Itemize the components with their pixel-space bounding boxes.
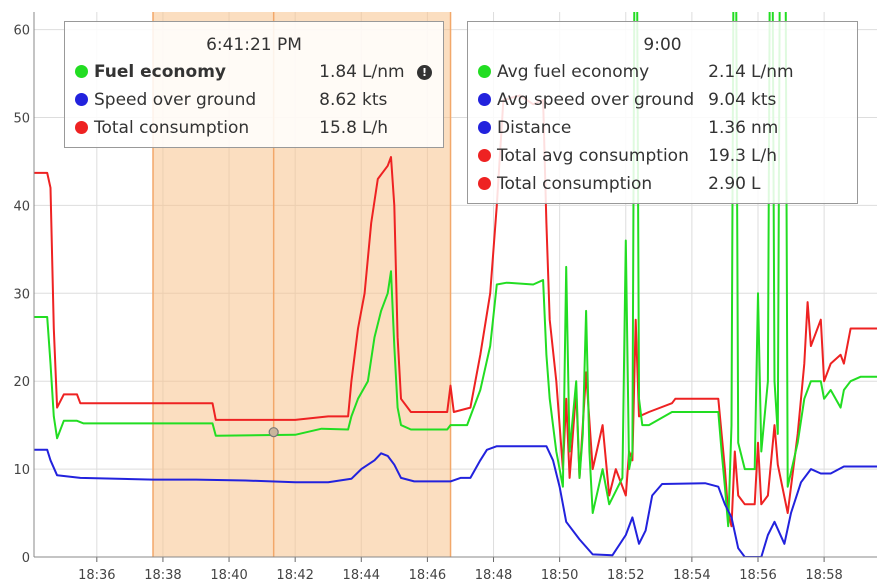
tooltip-left-unit: kts bbox=[362, 90, 388, 110]
tooltip-right-unit: L/h bbox=[751, 146, 777, 166]
tooltip-left-value: 1.84 bbox=[319, 62, 357, 82]
x-tick-label: 18:38 bbox=[144, 568, 181, 583]
tooltip-right-label: Avg fuel economy bbox=[497, 62, 650, 82]
tooltip-right-row: Avg fuel economy 2.14 L/nm bbox=[478, 58, 838, 86]
x-tick-label: 18:58 bbox=[805, 568, 842, 583]
tooltip-right-label: Total avg consumption bbox=[497, 146, 689, 166]
legend-dot bbox=[478, 121, 491, 134]
y-tick-label: 60 bbox=[13, 24, 30, 39]
legend-dot bbox=[478, 93, 491, 106]
legend-dot bbox=[75, 65, 88, 78]
tooltip-left-title: 6:41:21 PM bbox=[206, 35, 302, 55]
tooltip-right-unit: nm bbox=[751, 118, 779, 138]
tooltip-right-row: Total consumption 2.90 L bbox=[478, 170, 838, 198]
tooltip-right-unit: L bbox=[751, 174, 761, 194]
tooltip-right-row: Distance 1.36 nm bbox=[478, 114, 838, 142]
y-tick-label: 0 bbox=[22, 551, 30, 566]
x-tick-label: 18:46 bbox=[409, 568, 446, 583]
x-tick-label: 18:54 bbox=[673, 568, 710, 583]
x-tick-label: 18:56 bbox=[739, 568, 776, 583]
tooltip-right-row: Avg speed over ground 9.04 kts bbox=[478, 86, 838, 114]
x-tick-label: 18:42 bbox=[276, 568, 313, 583]
series-line-speed bbox=[34, 445, 877, 557]
x-tick-label: 18:36 bbox=[78, 568, 115, 583]
y-tick-label: 50 bbox=[13, 111, 30, 126]
tooltip-left-row: Fuel economy 1.84 L/nm! bbox=[75, 58, 435, 86]
tooltip-right-label: Total consumption bbox=[497, 174, 653, 194]
y-tick-label: 30 bbox=[13, 287, 30, 302]
tooltip-left-value: 8.62 bbox=[319, 90, 357, 110]
y-tick-label: 20 bbox=[13, 375, 30, 390]
x-tick-label: 18:44 bbox=[343, 568, 380, 583]
x-tick-label: 18:50 bbox=[541, 568, 578, 583]
tooltip-right-value: 9.04 bbox=[708, 90, 746, 110]
tooltip-right-row: Total avg consumption 19.3 L/h bbox=[478, 142, 838, 170]
y-tick-label: 40 bbox=[13, 199, 30, 214]
hover-marker bbox=[268, 427, 279, 438]
tooltip-right-label: Distance bbox=[497, 118, 572, 138]
legend-dot bbox=[478, 65, 491, 78]
tooltip-left: 6:41:21 PM Fuel economy 1.84 L/nm! Speed ov… bbox=[64, 21, 444, 148]
tooltip-right-unit: kts bbox=[751, 90, 777, 110]
legend-dot bbox=[75, 93, 88, 106]
tooltip-right-unit: L/nm bbox=[751, 62, 794, 82]
tooltip-right-title: 9:00 bbox=[643, 35, 682, 55]
tooltip-left-unit: L/nm bbox=[362, 62, 405, 82]
tooltip-right-value: 2.90 bbox=[708, 174, 746, 194]
axes: 0 10 20 30 40 50 60 18:36 18:38 18:40 18:42 18:44 18… bbox=[13, 12, 877, 583]
tooltip-right-value: 1.36 bbox=[708, 118, 746, 138]
tooltip-left-unit: L/h bbox=[362, 118, 388, 138]
legend-dot bbox=[478, 149, 491, 162]
tooltip-left-value: 15.8 bbox=[319, 118, 357, 138]
tooltip-left-label: Fuel economy bbox=[94, 62, 227, 82]
x-tick-label: 18:40 bbox=[210, 568, 247, 583]
tooltip-right-value: 2.14 bbox=[708, 62, 746, 82]
tooltip-right: 9:00 Avg fuel economy 2.14 L/nm Avg speed o… bbox=[467, 21, 858, 204]
tooltip-left-row: Speed over ground 8.62 kts bbox=[75, 86, 435, 114]
tooltip-left-row: Total consumption 15.8 L/h bbox=[75, 114, 435, 142]
series-line-fuel bbox=[34, 12, 877, 528]
tooltip-left-label: Speed over ground bbox=[94, 90, 257, 110]
x-tick-label: 18:52 bbox=[607, 568, 644, 583]
series bbox=[34, 12, 877, 557]
marker-layer bbox=[268, 427, 279, 438]
legend-dot bbox=[478, 177, 491, 190]
tooltip-left-label: Total consumption bbox=[94, 118, 250, 138]
x-tick-label: 18:48 bbox=[475, 568, 512, 583]
legend-dot bbox=[75, 121, 88, 134]
info-icon[interactable]: ! bbox=[417, 65, 432, 80]
tooltip-right-value: 19.3 bbox=[708, 146, 746, 166]
tooltip-right-label: Avg speed over ground bbox=[497, 90, 695, 110]
y-tick-label: 10 bbox=[13, 463, 30, 478]
